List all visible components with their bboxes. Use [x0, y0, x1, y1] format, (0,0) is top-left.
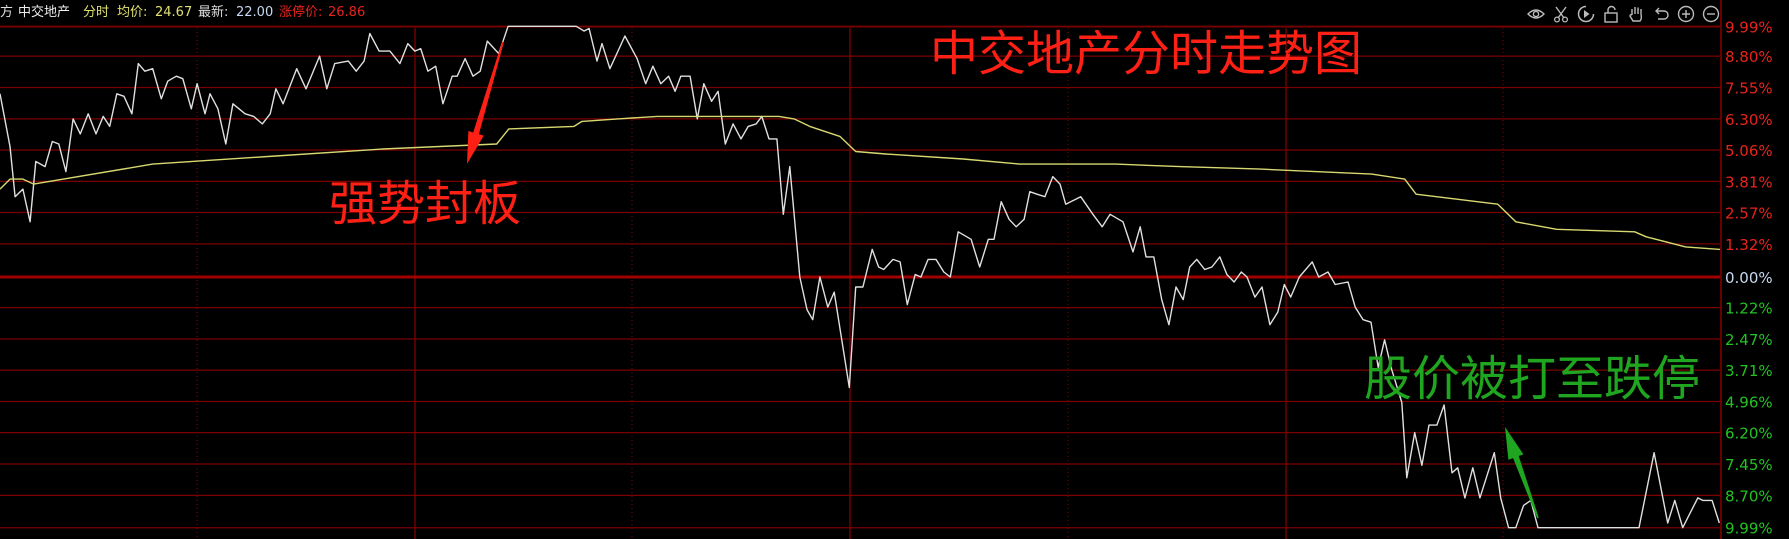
hand-icon[interactable]	[1626, 4, 1646, 24]
series	[0, 25, 1721, 529]
y-tick-label: 8.70%	[1725, 487, 1773, 505]
y-tick-label: 7.55%	[1725, 79, 1773, 97]
y-tick-label: 7.45%	[1725, 456, 1773, 474]
scissors-icon[interactable]	[1551, 4, 1571, 24]
header-prefix: 方	[0, 5, 14, 20]
limit-up-arrow	[467, 41, 504, 164]
chart-toolbar	[1526, 4, 1721, 24]
y-tick-label: 9.99%	[1725, 520, 1773, 538]
chart-title-annotation: 中交地产分时走势图	[930, 26, 1363, 82]
play-icon[interactable]	[1576, 4, 1596, 24]
unlock-icon[interactable]	[1601, 4, 1621, 24]
y-tick-label: 5.06%	[1725, 142, 1773, 160]
grid	[0, 0, 1722, 539]
y-axis-labels: 9.99% 8.80% 7.55% 6.30% 5.06% 3.81% 2.57% 1.32%…	[1725, 18, 1773, 537]
y-tick-label: 1.32%	[1725, 236, 1773, 254]
limit-up-annotation: 强势封板	[329, 176, 522, 232]
chart-mode[interactable]: 分时	[83, 5, 110, 20]
average-price-line	[0, 115, 1721, 251]
undo-icon[interactable]	[1651, 4, 1671, 24]
zoom-in-icon[interactable]	[1676, 4, 1696, 24]
limit-down-arrow	[1505, 427, 1539, 519]
y-tick-label: 1.22%	[1725, 300, 1773, 318]
y-tick-label: 2.57%	[1725, 204, 1773, 222]
y-tick-label: 2.47%	[1725, 331, 1773, 349]
y-tick-label: 9.99%	[1725, 18, 1773, 36]
avg-price-label: 均价:	[117, 5, 148, 20]
eye-icon[interactable]	[1526, 4, 1546, 24]
y-tick-label: 0.00%	[1725, 269, 1773, 287]
limit-down-annotation: 股价被打至跌停	[1364, 351, 1701, 407]
y-tick-label: 6.20%	[1725, 425, 1773, 443]
y-tick-label: 6.30%	[1725, 111, 1773, 129]
latest-price-value: 22.00	[236, 5, 274, 20]
latest-price-label: 最新:	[198, 5, 229, 20]
y-tick-label: 3.71%	[1725, 362, 1773, 380]
avg-price-value: 24.67	[155, 5, 193, 20]
limit-up-price-label: 涨停价:	[279, 5, 323, 20]
limit-up-price-value: 26.86	[328, 5, 366, 20]
stock-name: 中交地产	[18, 5, 71, 20]
zoom-out-icon[interactable]	[1701, 4, 1721, 24]
price-line	[0, 25, 1720, 529]
y-tick-label: 8.80%	[1725, 48, 1773, 66]
y-tick-label: 4.96%	[1725, 393, 1773, 411]
y-tick-label: 3.81%	[1725, 173, 1773, 191]
